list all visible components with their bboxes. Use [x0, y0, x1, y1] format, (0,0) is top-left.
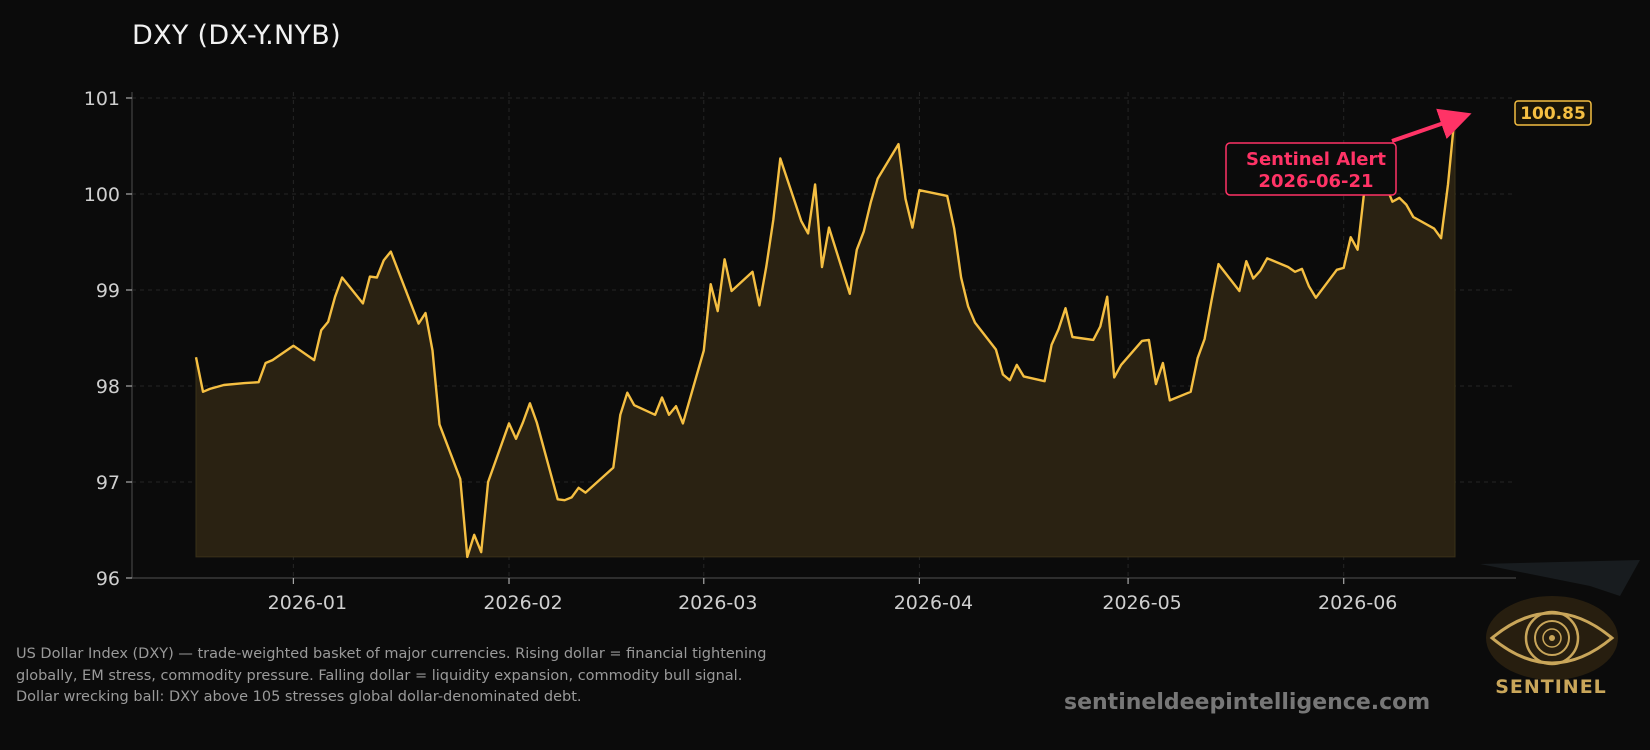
footnote-line-2: globally, EM stress, commodity pressure.…: [16, 667, 743, 684]
footnote-line-1: US Dollar Index (DXY) — trade-weighted b…: [16, 646, 767, 662]
last-value-text: 100.85: [1520, 104, 1586, 124]
x-tick-label: 2026-03: [678, 592, 757, 614]
alert-box: [1225, 142, 1397, 196]
logo-text: SENTINEL: [1495, 676, 1607, 698]
x-tick-label: 2026-01: [268, 592, 347, 614]
last-value-badge: 100.85: [1514, 100, 1592, 126]
last-value-box: [1514, 100, 1592, 126]
alert-arrow: [1391, 108, 1472, 143]
series-line: [194, 112, 1457, 559]
website-link[interactable]: sentineldeepintelligence.com: [1064, 690, 1431, 715]
y-tick-label: 98: [96, 376, 120, 398]
y-tick-label: 100: [84, 184, 120, 206]
y-tick-label: 96: [96, 568, 120, 590]
x-tick-label: 2026-04: [894, 592, 973, 614]
x-tick-label: 2026-06: [1318, 592, 1397, 614]
alert-date: 2026-06-21: [1258, 171, 1373, 192]
y-tick-label: 99: [96, 280, 120, 302]
x-tick-label: 2026-02: [483, 592, 562, 614]
alert-title: Sentinel Alert: [1246, 149, 1386, 170]
sentinel-eye-logo: [1480, 560, 1640, 680]
y-tick-label: 101: [84, 88, 120, 110]
footnote: US Dollar Index (DXY) — trade-weighted b…: [16, 644, 766, 709]
chart-title: DXY (DX-Y.NYB): [132, 20, 341, 51]
x-tick-label: 2026-05: [1102, 592, 1181, 614]
y-tick-label: 97: [96, 472, 120, 494]
footnote-line-3: Dollar wrecking ball: DXY above 105 stre…: [16, 689, 582, 705]
